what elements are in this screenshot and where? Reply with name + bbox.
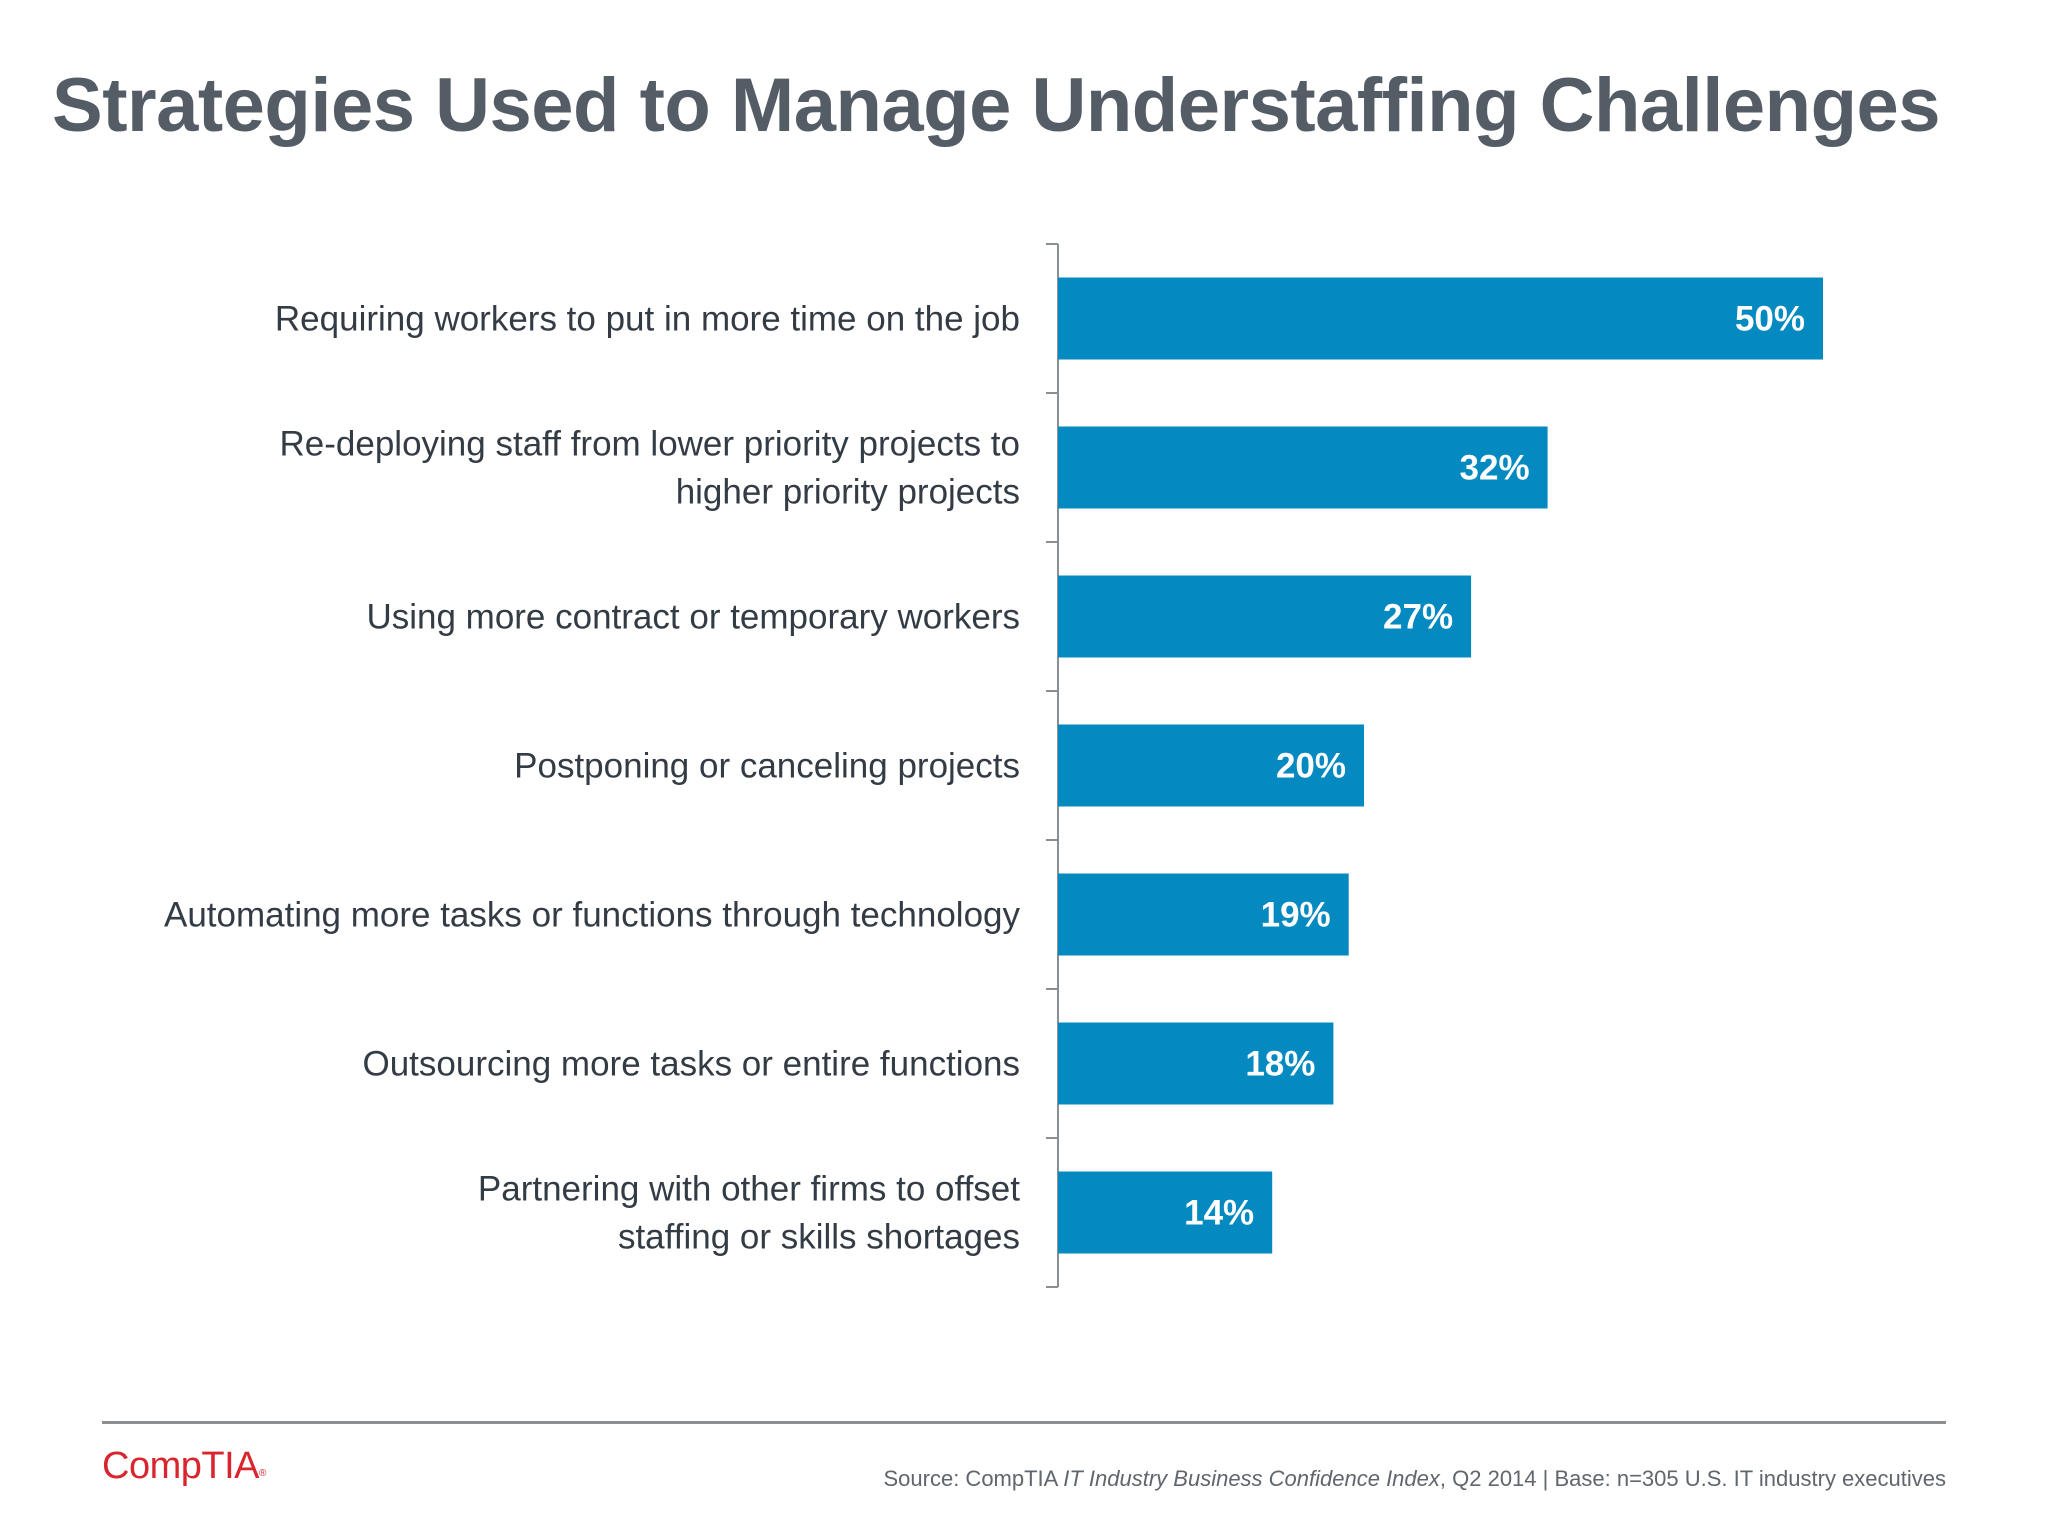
category-label-line: staffing or skills shortages xyxy=(618,1218,1020,1257)
bar xyxy=(1058,575,1472,658)
source-prefix: Source: CompTIA xyxy=(883,1466,1064,1491)
category-label: Using more contract or temporary workers xyxy=(366,598,1020,637)
bar-value-label: 27% xyxy=(1383,598,1453,637)
bar-chart: 50% Requiring workers to put in more time… xyxy=(164,243,1823,1288)
bar-value-label: 32% xyxy=(1460,449,1530,488)
category-label-line: higher priority projects xyxy=(676,473,1020,512)
bar-value-label: 14% xyxy=(1184,1194,1254,1233)
category-label-line: Re-deploying staff from lower priority p… xyxy=(280,425,1021,464)
bar xyxy=(1058,724,1364,807)
footer-divider xyxy=(102,1421,1946,1424)
comptia-logo: CompTIA® xyxy=(102,1445,266,1488)
category-label-line: Automating more tasks or functions throu… xyxy=(164,896,1021,935)
category-label: Re-deploying staff from lower priority p… xyxy=(280,425,1021,512)
category-label-line: Outsourcing more tasks or entire functio… xyxy=(362,1045,1020,1084)
logo-registered-mark: ® xyxy=(258,1468,266,1479)
category-label: Outsourcing more tasks or entire functio… xyxy=(362,1045,1020,1084)
category-label-line: Using more contract or temporary workers xyxy=(366,598,1020,637)
bar xyxy=(1058,1171,1273,1254)
bar-value-label: 18% xyxy=(1245,1045,1315,1084)
bar xyxy=(1058,277,1823,360)
category-label-line: Partnering with other firms to offset xyxy=(478,1170,1020,1209)
source-suffix: , Q2 2014 | Base: n=305 U.S. IT industry… xyxy=(1439,1466,1946,1491)
logo-text: CompTIA xyxy=(102,1445,259,1487)
bar-value-label: 50% xyxy=(1735,300,1805,339)
bar-value-label: 20% xyxy=(1276,747,1346,786)
chart-title: Strategies Used to Manage Understaffing … xyxy=(52,63,1941,148)
category-label-line: Requiring workers to put in more time on… xyxy=(275,300,1020,339)
bar xyxy=(1058,873,1349,956)
category-label: Automating more tasks or functions throu… xyxy=(164,896,1021,935)
category-label-line: Postponing or canceling projects xyxy=(514,747,1020,786)
source-note: Source: CompTIA IT Industry Business Con… xyxy=(884,1466,1947,1492)
category-label: Partnering with other firms to offset sta… xyxy=(478,1170,1020,1257)
source-publication: IT Industry Business Confidence Index xyxy=(1063,1466,1440,1491)
category-label: Postponing or canceling projects xyxy=(514,747,1020,786)
bar xyxy=(1058,1022,1334,1105)
bar-value-label: 19% xyxy=(1261,896,1331,935)
bar xyxy=(1058,426,1548,509)
category-label: Requiring workers to put in more time on… xyxy=(275,300,1020,339)
